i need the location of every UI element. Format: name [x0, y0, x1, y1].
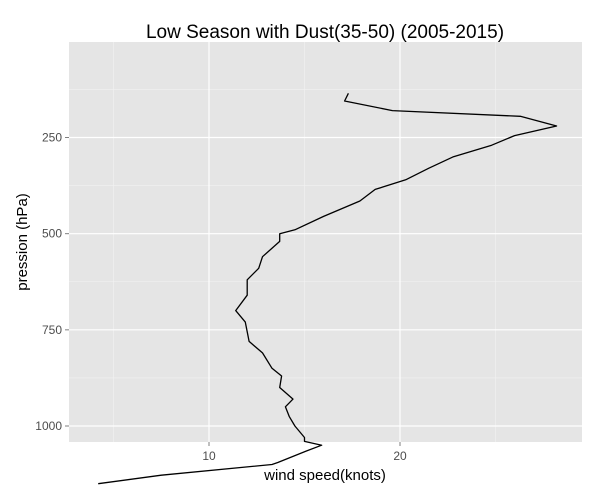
plot-panel [69, 42, 582, 442]
x-axis-ticks: 10 20 [202, 442, 407, 463]
grid-major [69, 42, 582, 442]
wind-speed-profile-line [98, 93, 558, 485]
y-tick-label: 750 [42, 323, 62, 337]
y-tick-label: 1000 [35, 419, 62, 433]
x-axis-label: wind speed(knots) [263, 467, 386, 484]
y-axis-label: pression (hPa) [14, 193, 31, 291]
x-tick-label: 20 [393, 449, 407, 463]
y-axis-ticks: 250 500 750 1000 [35, 131, 69, 433]
chart-title: Low Season with Dust(35-50) (2005-2015) [146, 22, 504, 43]
series-layer [98, 93, 558, 485]
grid-minor [69, 42, 582, 442]
y-tick-label: 500 [42, 227, 62, 241]
x-tick-label: 10 [202, 449, 216, 463]
y-tick-label: 250 [42, 131, 62, 145]
